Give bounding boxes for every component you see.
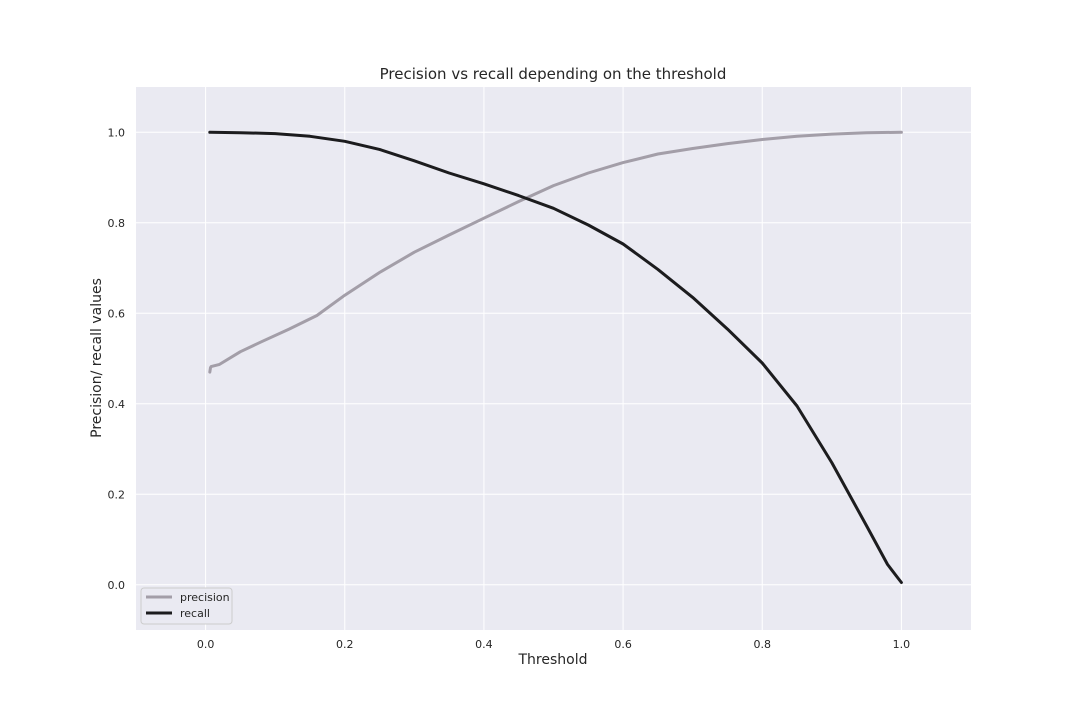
y-axis-label: Precision/ recall values [89, 278, 105, 438]
tick-labels: 0.0 0.2 0.4 0.6 0.8 1.0 0.0 0.2 0.4 0.6 0.8 1.0 [108, 126, 911, 651]
plot-background [136, 87, 971, 630]
y-tick-label: 0.2 [108, 488, 126, 501]
precision-line [208, 130, 903, 374]
x-tick-label: 0.6 [614, 638, 632, 651]
x-tick-label: 1.0 [893, 638, 911, 651]
x-tick-label: 0.0 [197, 638, 215, 651]
y-tick-label: 0.6 [108, 307, 126, 320]
x-tick-label: 0.4 [475, 638, 493, 651]
legend-label-recall: recall [180, 607, 210, 620]
legend-label-precision: precision [180, 591, 230, 604]
x-axis-label: Threshold [518, 652, 588, 668]
x-tick-label: 0.8 [754, 638, 772, 651]
y-tick-label: 1.0 [108, 126, 126, 139]
y-tick-label: 0.4 [108, 398, 126, 411]
y-tick-label: 0.0 [108, 579, 126, 592]
x-tick-label: 0.2 [336, 638, 354, 651]
y-tick-label: 0.8 [108, 217, 126, 230]
legend: precision recall [140, 587, 233, 625]
chart-title: Precision vs recall depending on the thr… [380, 65, 727, 83]
series-lines [208, 130, 903, 584]
recall-line [208, 130, 903, 584]
